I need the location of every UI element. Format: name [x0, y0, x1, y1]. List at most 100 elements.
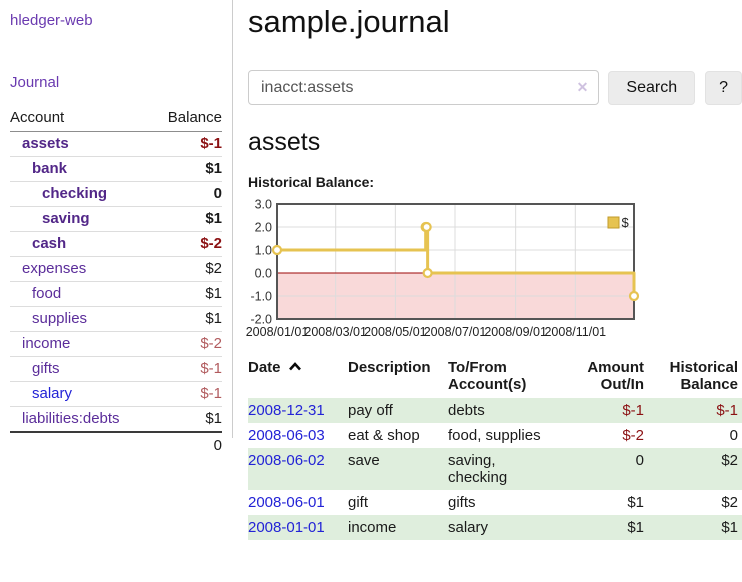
- chart-title: Historical Balance:: [248, 174, 375, 190]
- transaction-description: eat & shop: [348, 427, 420, 444]
- transaction-amount: $-2: [622, 427, 644, 444]
- transaction-amount: $1: [627, 494, 644, 511]
- account-balance: $2: [160, 256, 222, 282]
- x-axis-tick-label: 2008/09/01: [484, 325, 547, 339]
- sidebar-account-link[interactable]: liabilities:debts: [22, 410, 120, 427]
- search-box: ✕: [248, 70, 600, 105]
- sidebar-account-link[interactable]: salary: [32, 385, 73, 402]
- accounts-total-spacer: [10, 431, 160, 459]
- transaction-accounts: debts: [448, 402, 485, 419]
- account-row: liabilities:debts $1: [10, 406, 222, 432]
- accounts-column-balance: Balance: [160, 105, 222, 132]
- sidebar-account-link[interactable]: assets: [22, 135, 69, 152]
- transaction-date-link[interactable]: 2008-06-02: [248, 452, 325, 469]
- transaction-balance: 0: [729, 427, 738, 444]
- account-balance: $1: [160, 281, 222, 307]
- accounts-total-value: 0: [160, 431, 222, 459]
- transaction-amount: $-1: [622, 402, 644, 419]
- transaction-balance: $2: [721, 452, 738, 469]
- account-balance: $-2: [160, 331, 222, 357]
- x-axis-tick-label: 2008/11/01: [544, 325, 606, 339]
- column-description: Description: [348, 359, 431, 376]
- transaction-amount: $1: [627, 519, 644, 536]
- sidebar-account-link[interactable]: saving: [42, 210, 90, 227]
- column-amount: Amount Out/In: [587, 359, 644, 393]
- column-date[interactable]: Date: [248, 356, 348, 398]
- transactions-table-body: 2008-12-31 pay off debts $-1 $-1 2008-06-03 ea…: [248, 398, 742, 540]
- account-balance: $-2: [160, 231, 222, 257]
- sidebar-account-link[interactable]: cash: [32, 235, 67, 252]
- sidebar-account-link[interactable]: gifts: [32, 360, 60, 377]
- account-balance: $1: [160, 406, 222, 432]
- sidebar-account-link[interactable]: income: [22, 335, 71, 352]
- y-axis-tick-label: -1.0: [250, 290, 272, 304]
- historical-balance-chart: 3.0 2.0 1.0 0.0 -1.0 -2.0 2008/01/01 2008/03/01…: [240, 197, 742, 341]
- accounts-column-account: Account: [10, 105, 160, 132]
- accounts-table-body: assets $-1 bank $1 checking 0 saving $1 cash $-2 e…: [10, 132, 222, 432]
- transaction-row: 2008-06-01 gift gifts $1 $2: [248, 490, 742, 515]
- chart-data-point: [422, 267, 433, 279]
- account-row: income $-2: [10, 331, 222, 357]
- x-axis-tick-label: 2008/01/01: [246, 325, 309, 339]
- x-axis-tick-label: 2008/03/01: [304, 325, 367, 339]
- sidebar-account-link[interactable]: checking: [42, 185, 108, 202]
- account-row: assets $-1: [10, 132, 222, 157]
- x-axis-tick-label: 2008/05/01: [364, 325, 427, 339]
- sidebar-item-journal[interactable]: Journal: [10, 74, 60, 91]
- transaction-date-link[interactable]: 2008-01-01: [248, 519, 325, 536]
- accounts-total-row: 0: [10, 431, 222, 459]
- y-axis-tick-label: -2.0: [250, 313, 272, 327]
- transaction-accounts: salary: [448, 519, 489, 536]
- legend-label: $: [622, 215, 630, 230]
- chart-data-point: [421, 221, 432, 233]
- account-balance: $-1: [160, 356, 222, 382]
- account-balance: $1: [160, 156, 222, 182]
- transaction-date-link[interactable]: 2008-06-03: [248, 427, 325, 444]
- sidebar-account-link[interactable]: expenses: [22, 260, 87, 277]
- transaction-date-link[interactable]: 2008-06-01: [248, 494, 325, 511]
- account-row: salary $-1: [10, 381, 222, 407]
- sort-ascending-icon: [288, 362, 301, 371]
- x-axis-tick-label: 2008/07/01: [424, 325, 487, 339]
- transaction-accounts: food, supplies: [448, 427, 541, 444]
- transaction-accounts: gifts: [448, 494, 476, 511]
- search-input[interactable]: [248, 70, 600, 105]
- account-balance: $1: [160, 306, 222, 332]
- account-balance: $-1: [160, 381, 222, 407]
- transaction-date-link[interactable]: 2008-12-31: [248, 402, 325, 419]
- account-row: bank $1: [10, 156, 222, 182]
- account-row: saving $1: [10, 206, 222, 232]
- transaction-row: 2008-12-31 pay off debts $-1 $-1: [248, 398, 742, 423]
- plot-border: [276, 203, 635, 320]
- transactions-table: Date Description To/From Account(s) Amou…: [248, 356, 742, 540]
- account-balance: $-1: [200, 135, 222, 152]
- y-axis-tick-label: 2.0: [255, 221, 272, 235]
- transaction-description: income: [348, 519, 397, 536]
- clear-search-icon[interactable]: ✕: [576, 79, 589, 95]
- transaction-description: save: [348, 452, 380, 469]
- sidebar: hledger-web Journal Account Balance asse…: [0, 0, 233, 459]
- sidebar-account-link[interactable]: bank: [32, 160, 68, 177]
- account-row: cash $-2: [10, 231, 222, 257]
- account-balance: 0: [160, 181, 222, 207]
- column-balance: Historical Balance: [669, 359, 738, 393]
- page-title: sample.journal: [248, 4, 450, 39]
- account-row: gifts $-1: [10, 356, 222, 382]
- transaction-row: 2008-01-01 income salary $1 $1: [248, 515, 742, 540]
- app-title-link[interactable]: hledger-web: [10, 12, 93, 29]
- y-axis-tick-label: 3.0: [255, 198, 272, 212]
- sidebar-account-link[interactable]: food: [32, 285, 62, 302]
- chart-canvas: 3.0 2.0 1.0 0.0 -1.0 -2.02008/01/012008/03/01…: [246, 198, 640, 339]
- sidebar-account-link[interactable]: supplies: [32, 310, 88, 327]
- transaction-description: pay off: [348, 402, 393, 419]
- help-button[interactable]: ?: [705, 70, 742, 105]
- transaction-balance: $-1: [716, 402, 738, 419]
- account-row: checking 0: [10, 181, 222, 207]
- legend-swatch: [607, 216, 620, 229]
- account-row: expenses $2: [10, 256, 222, 282]
- search-button[interactable]: Search: [608, 70, 696, 105]
- transaction-description: gift: [348, 494, 369, 511]
- y-axis-tick-label: 1.0: [255, 244, 272, 258]
- transaction-balance: $2: [721, 494, 738, 511]
- account-heading: assets: [248, 128, 321, 156]
